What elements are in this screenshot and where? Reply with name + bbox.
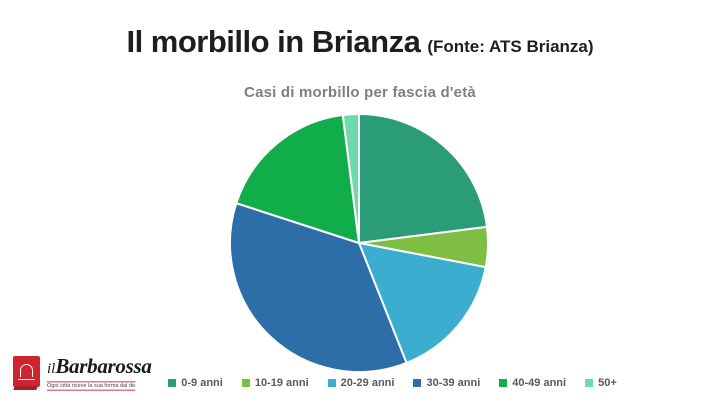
pie-slice-40-49-anni bbox=[235, 114, 360, 244]
legend-swatch bbox=[585, 379, 594, 387]
legend-label: 0-9 anni bbox=[181, 377, 223, 389]
pie-slice-30-39-anni bbox=[229, 202, 408, 373]
arch-base-line bbox=[18, 378, 35, 380]
logo-name-main: Barbarossa bbox=[55, 354, 152, 378]
legend-item-20-29-anni: 20-29 anni bbox=[327, 377, 395, 389]
legend-item-0-9-anni: 0-9 anni bbox=[168, 377, 223, 389]
legend-swatch bbox=[413, 379, 422, 387]
brand-logo: ilBarbarossa Ogni città riceve la sua fo… bbox=[13, 356, 152, 391]
book-logo-icon bbox=[13, 356, 40, 387]
logo-tagline: Ogni città riceve la sua forma dal deser… bbox=[47, 381, 136, 391]
legend-label: 30-39 anni bbox=[426, 377, 481, 389]
slide-title-main: Il morbillo in Brianza bbox=[126, 24, 421, 59]
legend-item-40-49-anni: 40-49 anni bbox=[499, 377, 566, 389]
legend-swatch bbox=[499, 379, 508, 387]
legend-swatch bbox=[327, 379, 336, 387]
logo-text-block: ilBarbarossa Ogni città riceve la sua fo… bbox=[47, 356, 152, 391]
legend-label: 20-29 anni bbox=[340, 377, 395, 389]
chart-legend: 0-9 anni 10-19 anni 20-29 anni 30-39 anni 40… bbox=[150, 377, 635, 389]
legend-label: 40-49 anni bbox=[512, 377, 567, 389]
legend-swatch bbox=[168, 379, 177, 387]
pie-slice-20-29-anni bbox=[358, 242, 487, 364]
pie-slice-0-9-anni bbox=[358, 113, 488, 244]
legend-swatch bbox=[241, 379, 250, 387]
logo-name-prefix: il bbox=[47, 361, 56, 377]
legend-item-10-19-anni: 10-19 anni bbox=[241, 377, 309, 389]
pie-chart-container bbox=[228, 112, 490, 374]
chart-title: Casi di morbillo per fascia d'età bbox=[244, 84, 476, 101]
slide-title-source: (Fonte: ATS Brianza) bbox=[427, 37, 594, 56]
logo-name: ilBarbarossa bbox=[47, 356, 152, 379]
pie-slice-50+ bbox=[341, 113, 360, 244]
slide-title: Il morbillo in Brianza (Fonte: ATS Brian… bbox=[0, 24, 720, 60]
arch-glyph bbox=[20, 363, 33, 377]
legend-label: 50+ bbox=[598, 377, 617, 389]
pie-chart bbox=[229, 113, 489, 373]
legend-item-30-39-anni: 30-39 anni bbox=[413, 377, 480, 389]
legend-item-50+: 50+ bbox=[585, 377, 617, 389]
legend-label: 10-19 anni bbox=[254, 377, 309, 389]
